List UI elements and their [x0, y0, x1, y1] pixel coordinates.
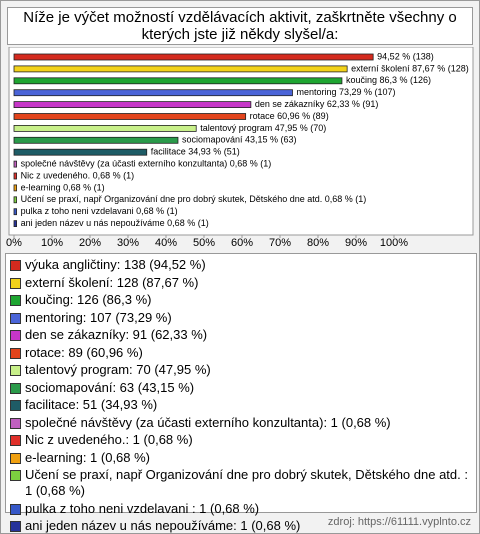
bar-label: koučing 86,3 % (126)	[346, 75, 431, 85]
legend-text: e-learning: 1 (0,68 %)	[25, 449, 151, 465]
bar	[13, 77, 343, 85]
bar-label: Nic z uvedeného. 0,68 % (1)	[21, 170, 135, 180]
legend-text: společné návštěvy (za účasti externího k…	[25, 414, 391, 430]
legend-entry: facilitace: 51 (34,93 %)	[10, 397, 472, 413]
legend-swatch	[10, 435, 21, 446]
legend-entry: rotace: 89 (60,96 %)	[10, 345, 472, 361]
legend-swatch	[10, 260, 21, 271]
legend-swatch	[10, 312, 21, 324]
bar-label: rotace 60,96 % (89)	[250, 111, 329, 121]
legend-text: výuka angličtiny: 138 (94,52 %)	[25, 257, 206, 272]
bar-label: pulka z toho neni vzdelavani 0,68 % (1)	[21, 206, 178, 216]
legend-text: facilitace: 51 (34,93 %)	[25, 397, 158, 412]
legend-entry: výuka angličtiny: 138 (94,52 %)	[10, 257, 472, 273]
bar	[13, 101, 252, 108]
x-tick-label: 100%	[380, 237, 408, 249]
bar-label: společné návštěvy (za účasti externího k…	[21, 158, 272, 168]
legend-swatch	[10, 382, 21, 394]
bar	[13, 125, 197, 132]
bar	[13, 136, 179, 144]
legend-entry: mentoring: 107 (73,29 %)	[10, 310, 472, 326]
bar-label: sociomapování 43,15 % (63)	[182, 135, 297, 145]
legend-entry: talentový program: 70 (47,95 %)	[10, 362, 472, 378]
bar-label: e-learning 0,68 % (1)	[21, 182, 105, 192]
x-tick-label: 80%	[307, 237, 329, 249]
legend-entry: pulka z toho neni vzdelavani : 1 (0,68 %…	[10, 501, 472, 517]
legend-swatch	[10, 417, 21, 429]
x-tick-label: 50%	[193, 237, 215, 249]
source: zdroj: https://61111.vyplnto.cz	[327, 516, 471, 528]
legend-entry: externí školení: 128 (87,67 %)	[10, 275, 472, 291]
legend-swatch	[10, 470, 21, 481]
legend-entry: společné návštěvy (za účasti externího k…	[10, 415, 472, 431]
legend-text: den se zákazníky: 91 (62,33 %)	[25, 327, 208, 342]
bar	[13, 172, 17, 180]
legend-swatch	[10, 347, 21, 359]
legend-text: rotace: 89 (60,96 %)	[25, 344, 143, 360]
legend-entry: sociomapování: 63 (43,15 %)	[10, 380, 472, 396]
bar-label: externí školení 87,67 % (128)	[351, 63, 469, 73]
legend: výuka angličtiny: 138 (94,52 %) externí š…	[5, 253, 477, 533]
x-tick-label: 0%	[6, 237, 22, 249]
bar	[13, 89, 293, 97]
bar	[13, 220, 17, 228]
bar-label: facilitace 34,93 % (51)	[151, 147, 240, 157]
legend-entry: Nic z uvedeného.: 1 (0,68 %)	[10, 432, 472, 448]
bar	[13, 65, 348, 73]
legend-swatch	[10, 400, 21, 411]
legend-swatch	[10, 365, 21, 376]
bar-label: talentový program 47,95 % (70)	[200, 123, 326, 133]
legend-text: koučing: 126 (86,3 %)	[25, 292, 152, 307]
legend-swatch	[10, 521, 21, 532]
legend-text: ani jeden název u nás nepoužíváme: 1 (0,…	[25, 518, 301, 533]
bar	[13, 184, 17, 192]
bar	[13, 208, 17, 216]
legend-swatch	[10, 503, 21, 515]
bar	[13, 113, 247, 120]
legend-text: mentoring: 107 (73,29 %)	[25, 309, 172, 325]
legend-text: talentový program: 70 (47,95 %)	[25, 362, 211, 377]
x-tick-label: 30%	[117, 237, 139, 249]
bar-label: mentoring 73,29 % (107)	[297, 87, 396, 97]
legend-swatch	[10, 330, 21, 341]
bar	[13, 196, 17, 204]
bar	[13, 148, 148, 156]
legend-swatch	[10, 452, 21, 464]
bar	[13, 160, 17, 168]
legend-text: sociomapování: 63 (43,15 %)	[25, 379, 195, 395]
bar-label: 94,52 % (138)	[377, 51, 434, 61]
legend-entry: Učení se praxí, např Organizování dne pr…	[10, 467, 472, 499]
legend-swatch	[10, 295, 21, 306]
legend-text: Nic z uvedeného.: 1 (0,68 %)	[25, 432, 193, 447]
legend-swatch	[10, 277, 21, 289]
legend-text: pulka z toho neni vzdelavani : 1 (0,68 %…	[25, 500, 260, 516]
x-tick-label: 60%	[231, 237, 253, 249]
x-tick-label: 40%	[155, 237, 177, 249]
x-tick-label: 20%	[79, 237, 101, 249]
x-tick-label: 10%	[41, 237, 63, 249]
bar	[13, 53, 374, 61]
legend-text: externí školení: 128 (87,67 %)	[25, 274, 199, 290]
chart-title: Níže je výčet možností vzdělávacích akti…	[7, 7, 473, 45]
x-tick-label: 90%	[345, 237, 367, 249]
legend-entry: den se zákazníky: 91 (62,33 %)	[10, 327, 472, 343]
bar-label: ani jeden název u nás nepoužíváme 0,68 %…	[21, 218, 209, 228]
bar-label: den se zákazníky 62,33 % (91)	[255, 99, 379, 109]
legend-entry: e-learning: 1 (0,68 %)	[10, 450, 472, 466]
bar-label: Učení se praxí, např Organizování dne pr…	[21, 194, 367, 204]
x-tick-label: 70%	[269, 237, 291, 249]
legend-entry: ani jeden název u nás nepoužíváme: 1 (0,…	[10, 518, 472, 533]
legend-text: Učení se praxí, např Organizování dne pr…	[25, 467, 468, 498]
legend-entry: koučing: 126 (86,3 %)	[10, 292, 472, 308]
chart: 0% 10% 20% 30% 40% 50% 60% 70% 80% 90% 100% 94,52 %…	[6, 47, 474, 249]
